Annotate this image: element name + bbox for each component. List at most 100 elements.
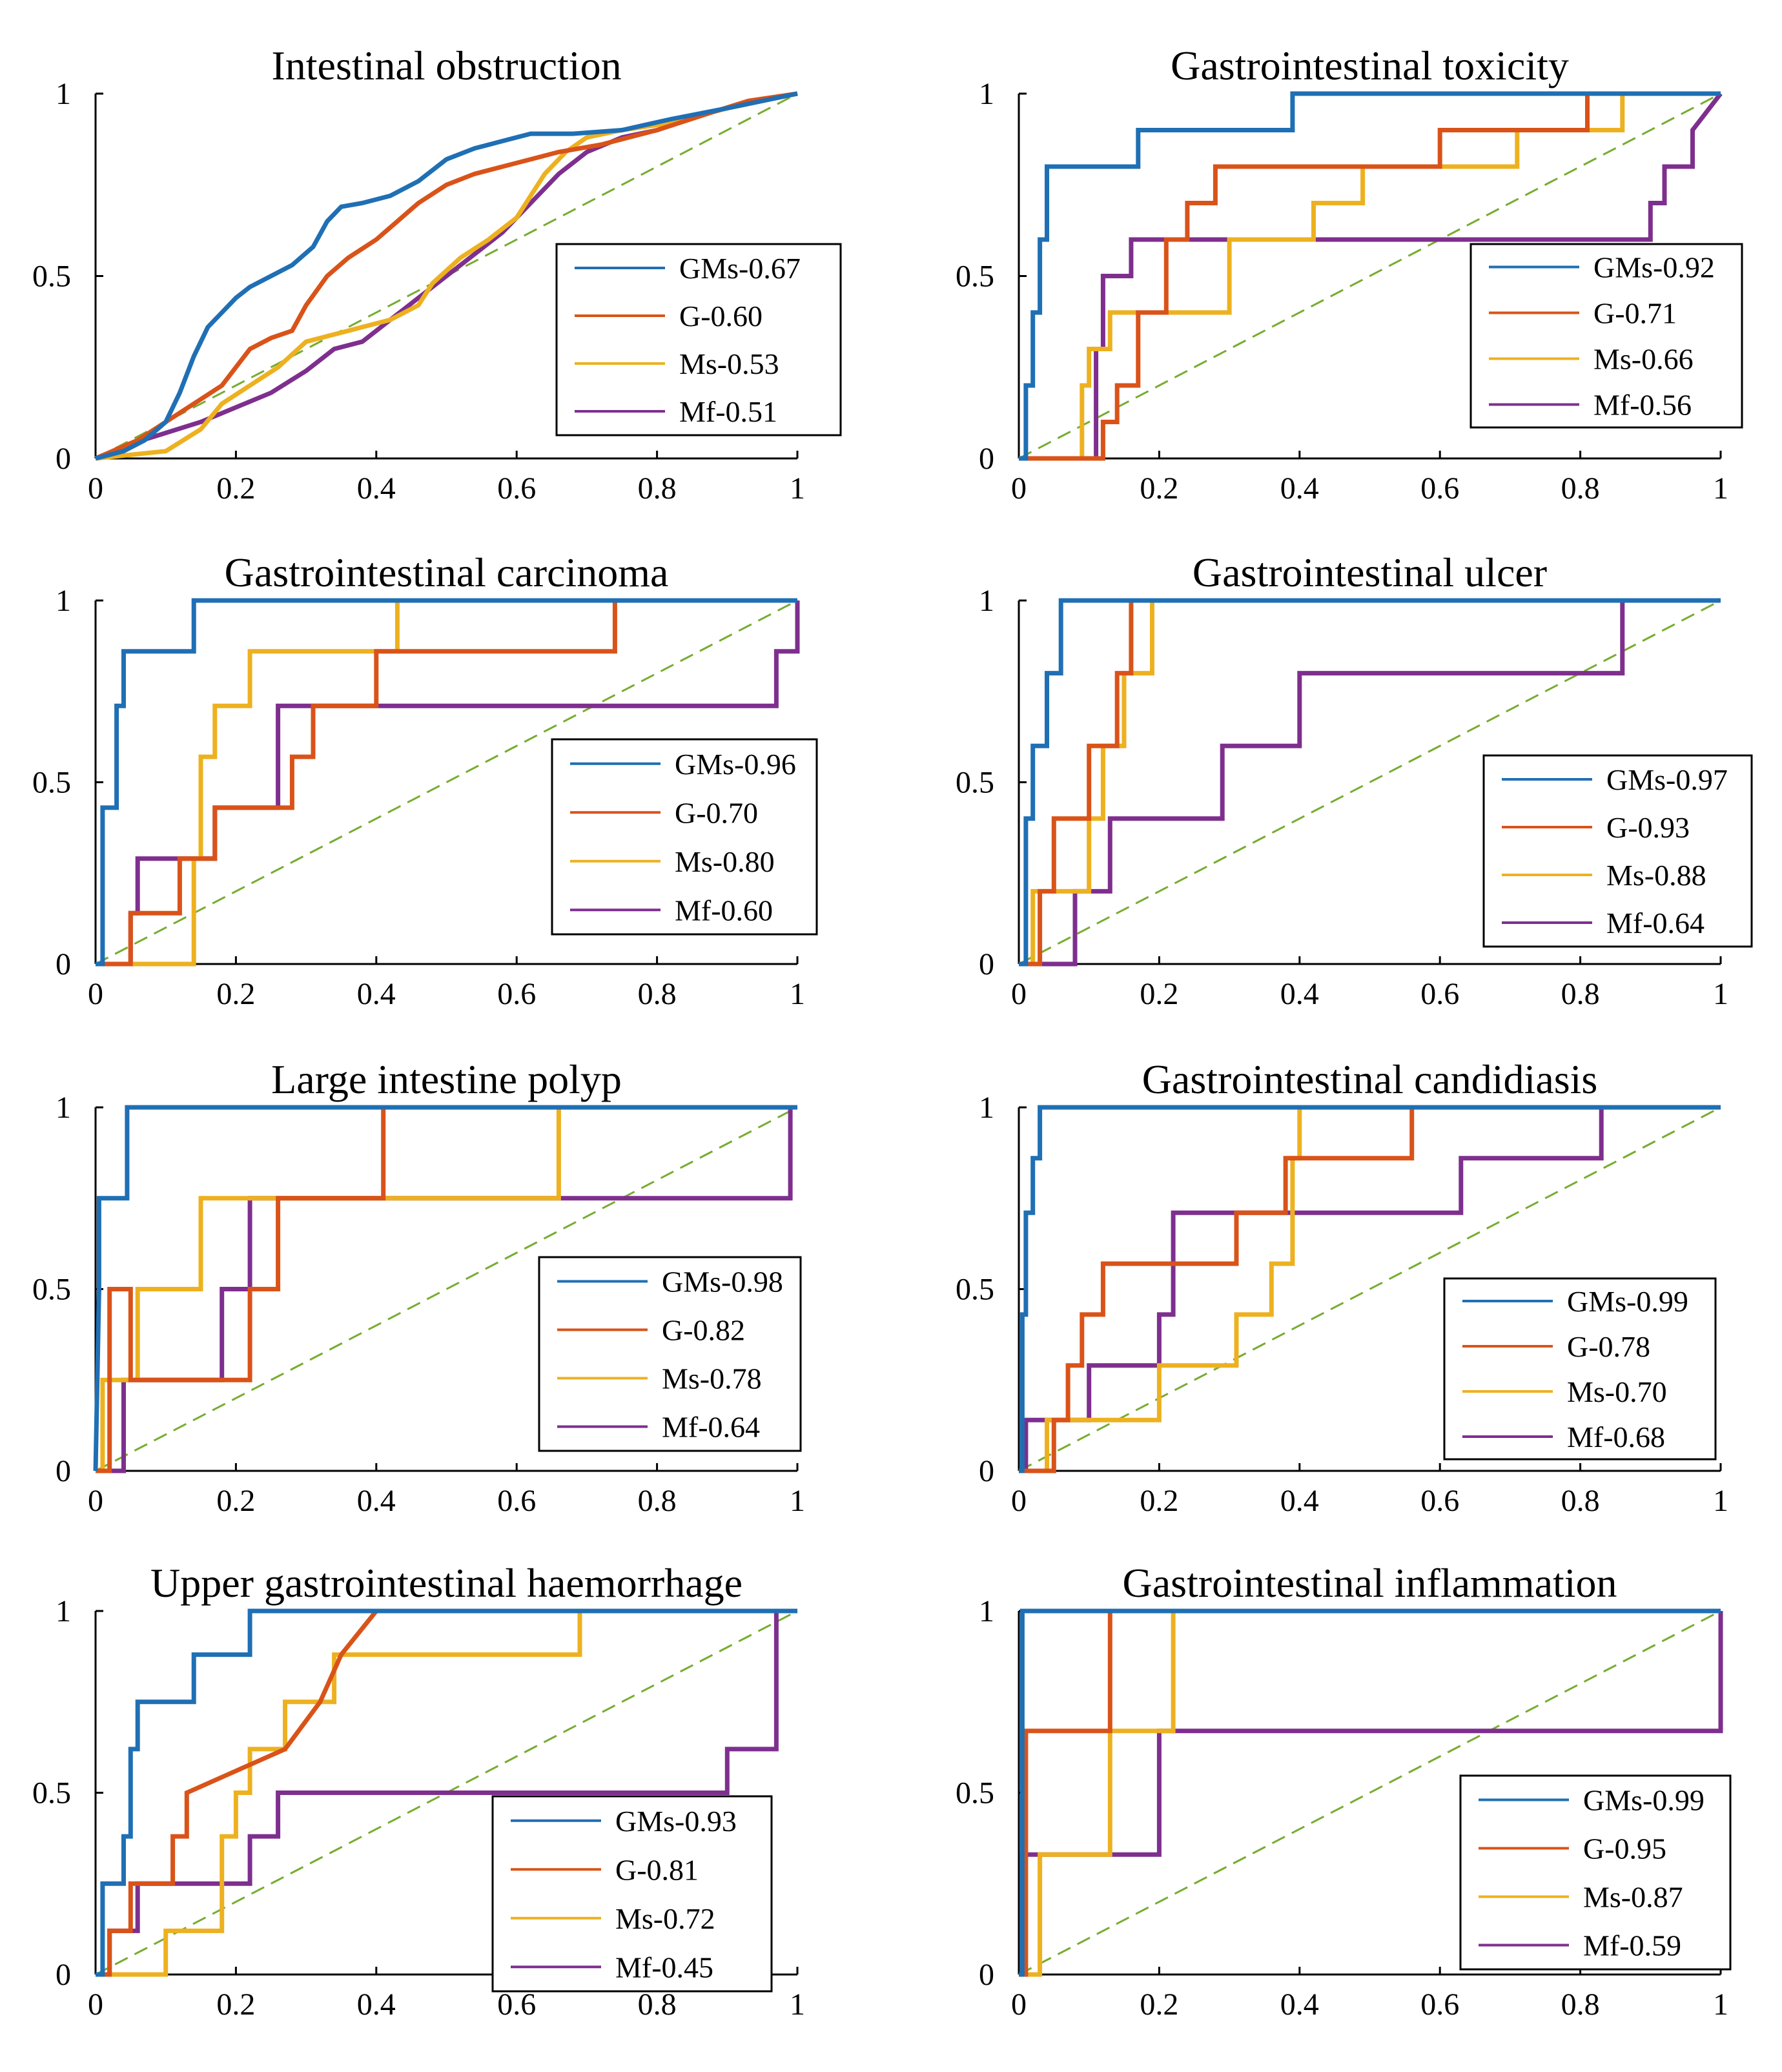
legend: GMs-0.98 G-0.82 Ms-0.78 Mf-0.64	[538, 1256, 802, 1452]
x-tick-label: 0	[1011, 1987, 1027, 2022]
chart-title: Upper gastrointestinal haemorrhage	[150, 1560, 742, 1606]
x-tick-label: 0.4	[1280, 1987, 1319, 2022]
roc-curve-gms	[96, 1608, 797, 1977]
y-tick-label: 1	[979, 1091, 994, 1125]
legend-label: Mf-0.45	[615, 1951, 713, 1984]
legend: GMs-0.92 G-0.71 Ms-0.66 Mf-0.56	[1470, 243, 1743, 429]
x-tick-label: 0	[1011, 1484, 1027, 1518]
legend-label: GMs-0.93	[615, 1805, 737, 1838]
y-tick-label: 0	[56, 1958, 71, 1992]
chance-diagonal-line	[95, 599, 798, 965]
roc-curve-ms	[95, 91, 798, 461]
legend-box	[538, 1256, 802, 1452]
x-tick-label: 0.4	[357, 1987, 396, 2022]
legend: GMs-0.93 G-0.81 Ms-0.72 Mf-0.45	[491, 1795, 773, 1993]
x-tick-label: 0.8	[638, 471, 677, 506]
y-tick-label: 1	[56, 1091, 71, 1125]
x-tick-label: 0.2	[216, 977, 255, 1011]
x-tick-label: 0.8	[638, 977, 677, 1011]
roc-curve-g	[1019, 598, 1721, 967]
legend-box	[1459, 1774, 1732, 1971]
legend-box	[551, 738, 818, 936]
roc-curve-g	[96, 1608, 797, 1977]
x-tick-label: 0.6	[1420, 471, 1459, 506]
chance-diagonal-line	[1018, 92, 1721, 460]
chart-title: Gastrointestinal candidiasis	[1142, 1056, 1598, 1102]
x-tick-label: 0	[88, 1484, 103, 1518]
legend-box	[491, 1795, 773, 1993]
legend: GMs-0.99 G-0.95 Ms-0.87 Mf-0.59	[1459, 1774, 1732, 1971]
y-tick-label: 1	[56, 77, 71, 111]
roc-curve-mf	[1019, 1105, 1721, 1473]
roc-panel: Gastrointestinal candidiasis 0 0.2 0.4 0.6 0.…	[956, 1056, 1728, 1518]
y-tick-label: 1	[56, 584, 71, 618]
y-tick-label: 1	[979, 77, 994, 111]
x-tick-label: 0.2	[216, 1484, 255, 1518]
x-tick-label: 1	[790, 1484, 805, 1518]
legend-label: GMs-0.97	[1606, 763, 1728, 796]
legend-label: G-0.70	[675, 796, 758, 829]
chance-diagonal-line	[1018, 1610, 1721, 1976]
chance-diagonal-line	[1018, 1106, 1721, 1472]
roc-curve-ms	[1019, 1608, 1721, 1977]
roc-curve-g	[94, 91, 798, 461]
y-tick-label: 1	[56, 1594, 71, 1628]
legend: GMs-0.99 G-0.78 Ms-0.70 Mf-0.68	[1443, 1277, 1717, 1461]
y-tick-label: 0.5	[32, 260, 71, 294]
x-tick-label: 1	[1713, 471, 1728, 506]
y-tick-label: 1	[979, 584, 994, 618]
legend-label: Mf-0.56	[1593, 389, 1692, 422]
roc-panel: Gastrointestinal inflammation 0 0.2 0.4 0.6 0…	[956, 1560, 1732, 2022]
x-tick-label: 0.2	[1140, 977, 1178, 1011]
y-tick-label: 0.5	[956, 1776, 994, 1810]
legend-label: Ms-0.88	[1606, 859, 1706, 892]
x-tick-label: 0.2	[1140, 1987, 1178, 2022]
y-tick-label: 0.5	[32, 1776, 71, 1810]
chart-title: Gastrointestinal toxicity	[1171, 43, 1569, 88]
chart-title: Gastrointestinal inflammation	[1122, 1560, 1617, 1606]
legend-label: Ms-0.87	[1583, 1881, 1683, 1914]
roc-curve-gms	[93, 1105, 797, 1472]
x-tick-label: 0.4	[1280, 977, 1319, 1011]
legend-label: G-0.82	[662, 1314, 745, 1347]
x-tick-label: 0.6	[497, 1484, 536, 1518]
x-tick-label: 0.4	[1280, 1484, 1319, 1518]
chance-diagonal-line	[1018, 599, 1721, 965]
legend-label: G-0.78	[1567, 1330, 1650, 1363]
legend-label: Ms-0.80	[675, 845, 775, 878]
legend: GMs-0.67 G-0.60 Ms-0.53 Mf-0.51	[555, 243, 842, 436]
legend: GMs-0.97 G-0.93 Ms-0.88 Mf-0.64	[1482, 754, 1753, 948]
roc-panel: Intestinal obstruction 0 0.2 0.4 0.6 0.8 1 0 0.5…	[32, 43, 842, 506]
y-tick-label: 0	[56, 442, 71, 476]
x-tick-label: 1	[1713, 1987, 1728, 2022]
x-tick-label: 0.4	[357, 1484, 396, 1518]
roc-curve-gms	[1019, 1105, 1721, 1473]
roc-panel: Gastrointestinal ulcer 0 0.2 0.4 0.6 0.8 1 0 0.5…	[956, 549, 1753, 1011]
x-tick-label: 1	[1713, 1484, 1728, 1518]
x-tick-label: 0.2	[1140, 1484, 1178, 1518]
roc-panel: Upper gastrointestinal haemorrhage 0 0.2 0.…	[32, 1560, 805, 2022]
roc-curve-ms	[96, 1608, 797, 1977]
legend-label: G-0.71	[1593, 297, 1677, 330]
roc-curve-mf	[96, 1107, 793, 1473]
roc-curve-ms	[96, 598, 797, 967]
legend-label: Mf-0.64	[1606, 907, 1705, 939]
x-tick-label: 0	[88, 1987, 103, 2022]
legend-box	[1470, 243, 1743, 429]
chance-diagonal-line	[95, 1106, 798, 1472]
x-tick-label: 0.2	[216, 1987, 255, 2022]
x-tick-label: 0.2	[216, 471, 255, 506]
x-tick-label: 0.6	[1420, 1484, 1459, 1518]
roc-curve-gms	[1019, 1608, 1721, 1977]
x-tick-label: 0.6	[497, 1987, 536, 2022]
y-tick-label: 1	[979, 1594, 994, 1628]
legend-label: Ms-0.70	[1567, 1375, 1667, 1408]
roc-panel: Large intestine polyp 0 0.2 0.4 0.6 0.8 1 0 0.5 1…	[32, 1056, 805, 1518]
legend-label: G-0.60	[679, 300, 763, 333]
legend-label: GMs-0.67	[679, 252, 801, 285]
x-tick-label: 0.8	[1561, 471, 1600, 506]
legend-label: GMs-0.98	[662, 1266, 783, 1298]
roc-curve-g	[1019, 91, 1721, 461]
x-tick-label: 0	[1011, 471, 1027, 506]
y-tick-label: 0	[56, 947, 71, 981]
